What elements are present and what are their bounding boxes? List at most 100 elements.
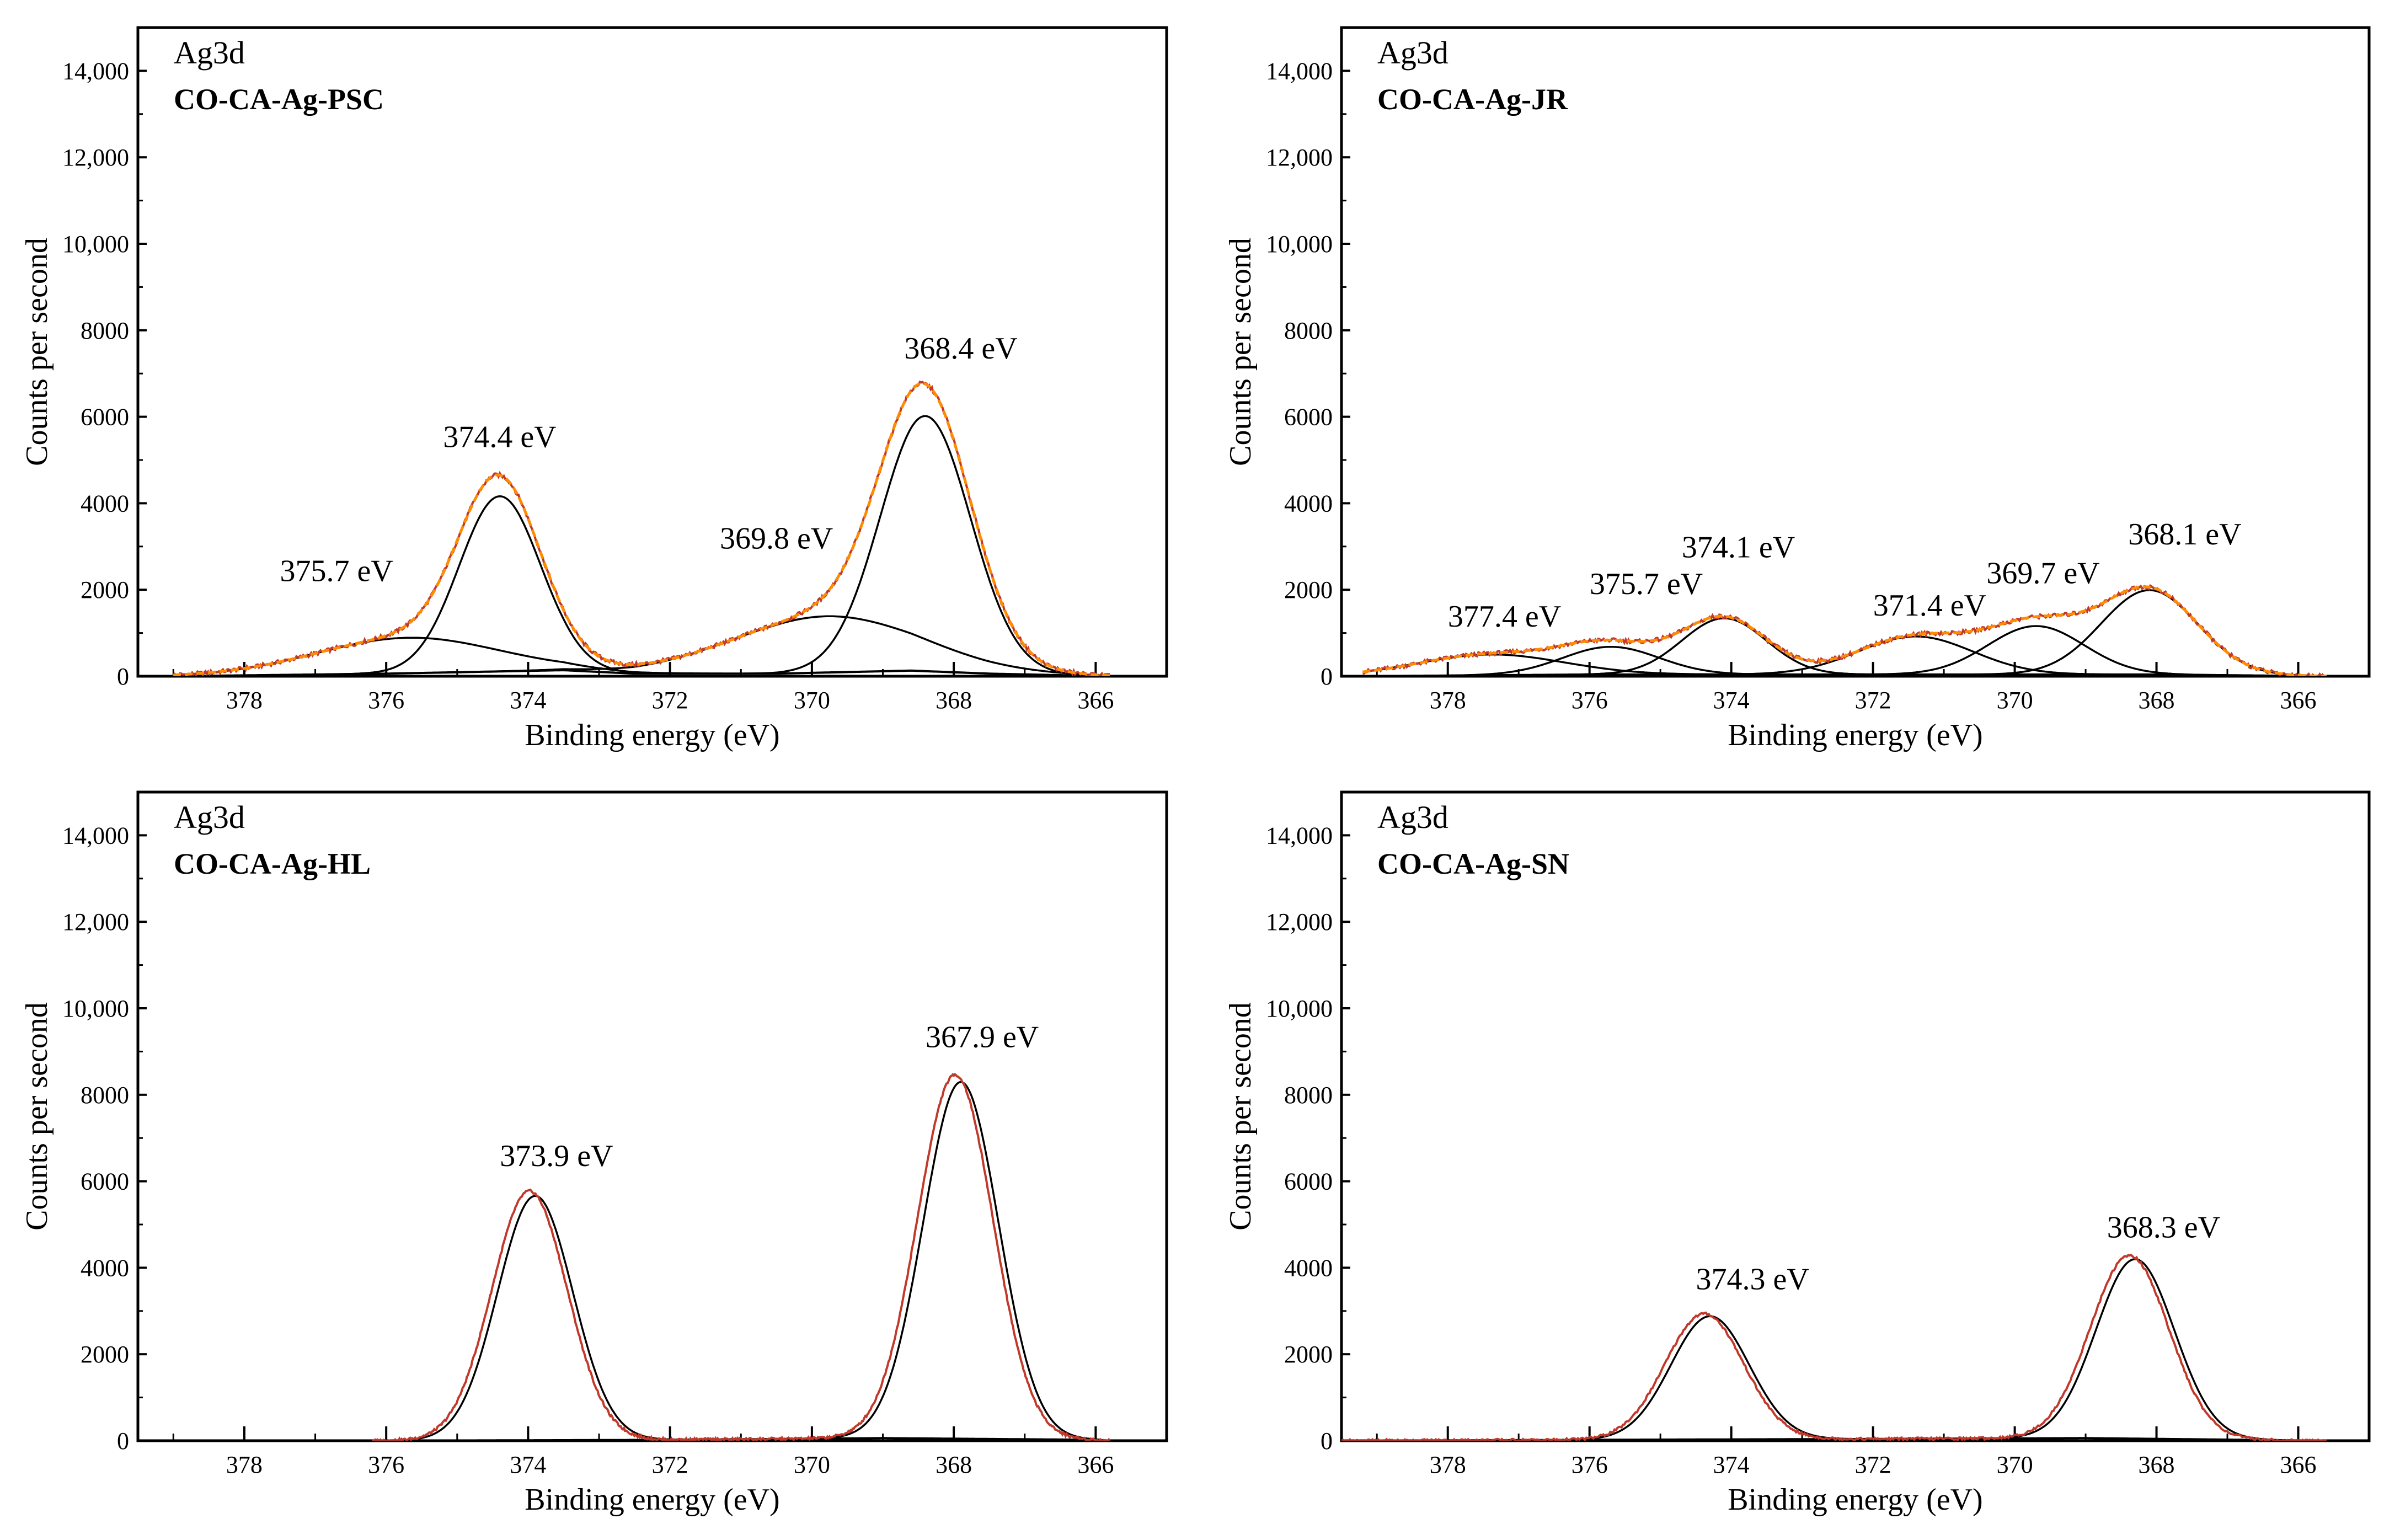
y-tick-label: 4000 — [81, 490, 129, 517]
x-tick-label: 366 — [2280, 687, 2317, 714]
y-tick-label: 6000 — [81, 404, 129, 431]
peak-label: 375.7 eV — [280, 554, 393, 589]
y-tick-label: 10,000 — [1266, 231, 1333, 258]
measured-spectrum — [1341, 1254, 2327, 1441]
element-label: Ag3d — [174, 35, 245, 71]
y-tick-label: 10,000 — [62, 231, 129, 258]
y-tick-label: 4000 — [81, 1254, 129, 1281]
peak-label: 369.7 eV — [1986, 556, 2099, 590]
y-tick-label: 14,000 — [1266, 822, 1333, 849]
sample-label: CO-CA-Ag-SN — [1377, 847, 1569, 880]
y-tick-label: 8000 — [1284, 317, 1333, 344]
fit-envelope — [1362, 585, 2327, 676]
x-tick-label: 366 — [2280, 1451, 2317, 1478]
peak-label: 368.3 eV — [2107, 1211, 2220, 1245]
x-tick-label: 372 — [1855, 687, 1891, 714]
y-tick-label: 10,000 — [62, 995, 129, 1022]
chart-panel-3: 0 2000 4000 6000 8000 10,000 12,000 14,000 378 37… — [20, 790, 1168, 1517]
peak-label: 368.4 eV — [904, 331, 1017, 366]
y-tick-label: 14,000 — [1266, 57, 1333, 84]
x-axis-title: Binding energy (eV) — [1728, 1483, 1982, 1517]
x-tick-label: 372 — [652, 1451, 688, 1478]
peak-label: 371.4 eV — [1873, 589, 1986, 623]
y-tick-label: 2000 — [1284, 576, 1333, 603]
x-axis-title: Binding energy (eV) — [1728, 718, 1982, 752]
chart-panel-4: 0 2000 4000 6000 8000 10,000 12,000 14,000 378 37… — [1223, 790, 2371, 1517]
y-tick-label: 0 — [1321, 1427, 1333, 1455]
x-tick-label: 370 — [1997, 687, 2033, 714]
y-tick-label: 4000 — [1284, 490, 1333, 517]
x-tick-label: 374 — [510, 687, 546, 714]
y-tick-label: 6000 — [1284, 1168, 1333, 1195]
peak-label: 375.7 eV — [1590, 567, 1703, 601]
plot-area — [1341, 1254, 2327, 1441]
peak-label: 368.1 eV — [2128, 517, 2241, 552]
x-tick-label: 376 — [368, 687, 404, 714]
x-tick-label: 366 — [1077, 1451, 1114, 1478]
y-axis-title: Counts per second — [20, 1002, 54, 1231]
plot-area — [372, 1072, 1111, 1441]
y-tick-label: 12,000 — [1266, 908, 1333, 935]
y-tick-label: 8000 — [81, 317, 129, 344]
x-tick-label: 368 — [936, 1451, 972, 1478]
x-tick-label: 368 — [2139, 687, 2175, 714]
y-tick-label: 0 — [1321, 663, 1333, 690]
x-axis-title: Binding energy (eV) — [525, 718, 779, 752]
x-tick-label: 374 — [1713, 687, 1750, 714]
y-tick-label: 14,000 — [62, 57, 129, 84]
sample-label: CO-CA-Ag-JR — [1377, 83, 1568, 116]
x-tick-label: 378 — [1430, 1451, 1466, 1478]
plot-frame — [136, 26, 1168, 678]
x-tick-label: 366 — [1077, 687, 1114, 714]
y-tick-label: 2000 — [81, 1341, 129, 1368]
plot-area — [1362, 584, 2327, 676]
x-tick-label: 368 — [2139, 1451, 2175, 1478]
peak-label: 374.3 eV — [1696, 1263, 1809, 1297]
peak-label: 367.9 eV — [926, 1020, 1039, 1055]
chart-panel-2: 0 2000 4000 6000 8000 10,000 12,000 14,000 378 37… — [1223, 26, 2371, 752]
y-tick-label: 8000 — [1284, 1082, 1333, 1109]
peak-label: 374.4 eV — [443, 420, 556, 454]
x-tick-label: 378 — [226, 687, 263, 714]
x-tick-label: 368 — [936, 687, 972, 714]
element-label: Ag3d — [1377, 35, 1448, 71]
y-tick-label: 2000 — [81, 576, 129, 603]
y-tick-label: 2000 — [1284, 1341, 1333, 1368]
element-label: Ag3d — [174, 799, 245, 835]
x-tick-label: 378 — [226, 1451, 263, 1478]
fit-envelope — [173, 382, 1110, 676]
x-tick-label: 374 — [510, 1451, 546, 1478]
chart-panel-1: 0 2000 4000 6000 8000 10,000 12,000 14,000 378 37… — [20, 26, 1168, 752]
peak-label: 369.8 eV — [720, 522, 833, 556]
sample-label: CO-CA-Ag-HL — [174, 847, 371, 880]
y-tick-label: 6000 — [1284, 404, 1333, 431]
peak-label: 377.4 eV — [1448, 600, 1561, 634]
y-tick-label: 12,000 — [62, 908, 129, 935]
y-tick-label: 10,000 — [1266, 995, 1333, 1022]
y-tick-label: 0 — [117, 1427, 129, 1455]
y-tick-label: 4000 — [1284, 1254, 1333, 1281]
x-tick-label: 376 — [1571, 687, 1608, 714]
x-tick-label: 372 — [652, 687, 688, 714]
y-tick-label: 0 — [117, 663, 129, 690]
y-axis-title: Counts per second — [20, 238, 54, 466]
y-tick-label: 8000 — [81, 1082, 129, 1109]
plot-area — [172, 380, 1110, 676]
y-tick-label: 12,000 — [1266, 144, 1333, 171]
x-tick-label: 370 — [794, 687, 830, 714]
peak-label: 374.1 eV — [1682, 530, 1795, 564]
y-axis-title: Counts per second — [1223, 1002, 1258, 1231]
plot-frame — [1340, 26, 2371, 678]
x-tick-label: 378 — [1430, 687, 1466, 714]
y-axis-title: Counts per second — [1223, 238, 1258, 466]
x-tick-label: 370 — [794, 1451, 830, 1478]
x-tick-label: 374 — [1713, 1451, 1750, 1478]
element-label: Ag3d — [1377, 799, 1448, 835]
x-axis-title: Binding energy (eV) — [525, 1483, 779, 1517]
y-tick-label: 6000 — [81, 1168, 129, 1195]
measured-spectrum — [372, 1072, 1111, 1441]
y-tick-label: 12,000 — [62, 144, 129, 171]
x-tick-label: 376 — [368, 1451, 404, 1478]
